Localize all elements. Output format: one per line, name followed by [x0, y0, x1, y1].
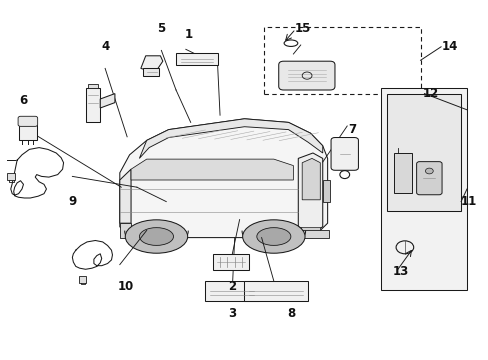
Polygon shape	[139, 119, 322, 158]
FancyBboxPatch shape	[330, 138, 358, 170]
FancyBboxPatch shape	[416, 162, 441, 195]
Polygon shape	[120, 169, 131, 223]
Bar	[212, 254, 249, 270]
Polygon shape	[131, 159, 293, 180]
Text: 13: 13	[392, 265, 408, 278]
Polygon shape	[120, 119, 327, 238]
Bar	[88, 84, 98, 88]
Bar	[176, 53, 217, 65]
Bar	[264, 27, 420, 94]
Text: 1: 1	[184, 28, 192, 41]
Text: 11: 11	[459, 195, 476, 208]
Bar	[386, 94, 460, 211]
Bar	[393, 153, 411, 193]
Bar	[381, 88, 466, 290]
Bar	[205, 281, 259, 301]
FancyBboxPatch shape	[18, 116, 38, 126]
Polygon shape	[298, 153, 322, 232]
Ellipse shape	[242, 220, 305, 253]
Ellipse shape	[139, 228, 173, 246]
FancyBboxPatch shape	[278, 61, 334, 90]
Text: 12: 12	[421, 87, 438, 100]
Text: 9: 9	[68, 195, 76, 208]
Text: 3: 3	[228, 307, 236, 320]
Ellipse shape	[256, 228, 290, 246]
Text: 7: 7	[347, 123, 355, 136]
Bar	[19, 125, 37, 140]
Bar	[244, 281, 307, 301]
Text: 6: 6	[20, 94, 27, 107]
Polygon shape	[302, 158, 320, 200]
Text: 15: 15	[294, 22, 311, 35]
Circle shape	[425, 168, 432, 174]
Text: 5: 5	[157, 22, 165, 35]
Text: 14: 14	[441, 40, 457, 53]
Polygon shape	[143, 68, 159, 76]
Text: 4: 4	[101, 40, 109, 53]
Bar	[79, 276, 86, 283]
Bar	[7, 173, 15, 180]
Bar	[299, 230, 328, 238]
Bar	[300, 227, 320, 231]
Bar	[120, 223, 131, 238]
Polygon shape	[141, 56, 163, 72]
Text: 8: 8	[286, 307, 294, 320]
Bar	[322, 180, 329, 202]
Text: 10: 10	[118, 280, 134, 293]
Bar	[85, 88, 100, 122]
Polygon shape	[100, 94, 115, 108]
Ellipse shape	[125, 220, 187, 253]
Text: 2: 2	[228, 280, 236, 293]
